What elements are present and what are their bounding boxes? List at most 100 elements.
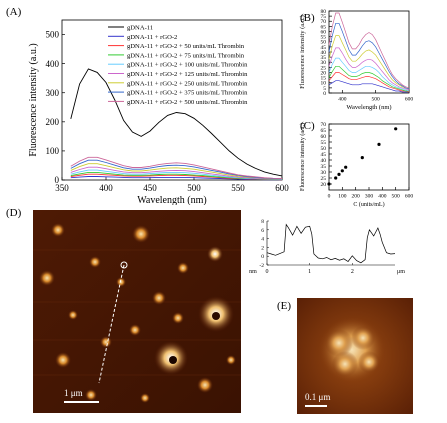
series-line-4 — [70, 169, 283, 180]
y-tick-label: 8 — [261, 219, 264, 225]
y-tick-label: 5 — [323, 86, 326, 92]
y-tick-label: 6 — [261, 228, 264, 234]
x-axis-label: Wavelength (nm) — [346, 104, 391, 111]
series-line-1 — [328, 72, 410, 93]
y-tick-label: 4 — [261, 237, 264, 243]
y-unit-label: nm — [249, 269, 257, 275]
series-line-0 — [70, 68, 283, 177]
y-tick-label: 75 — [321, 14, 327, 20]
x-tick-label: 450 — [143, 183, 157, 193]
series-line-0 — [328, 80, 409, 93]
y-tick-label: 80 — [321, 9, 327, 15]
series-line-1 — [70, 176, 282, 181]
x-tick-label: 500 — [187, 183, 201, 193]
x-tick-label: 400 — [99, 183, 113, 193]
y-tick-label: 65 — [321, 24, 327, 30]
data-point-5 — [360, 156, 364, 160]
y-tick-label: 65 — [321, 128, 327, 134]
scale-label-d: 1 μm — [64, 388, 83, 398]
x-tick-label: 550 — [231, 183, 245, 193]
profile-line-series — [266, 223, 396, 264]
y-tick-label: 25 — [321, 176, 327, 182]
panel-label-c: (C) — [300, 120, 315, 132]
y-tick-label: 15 — [321, 76, 327, 82]
legend-label-1: gDNA-11 + rGO-2 — [127, 34, 177, 41]
plot-frame — [328, 10, 410, 94]
x-tick-label: 600 — [405, 97, 414, 103]
y-tick-label: 40 — [321, 50, 327, 56]
x-tick-label: 500 — [372, 97, 381, 103]
legend-label-7: gDNA-11 + rGO-2 + 375 units/mL Thrombin — [127, 90, 248, 97]
panel-label-e: (E) — [277, 300, 292, 312]
y-tick-label: 45 — [321, 152, 327, 158]
series-line-6 — [70, 163, 283, 180]
series-line-2 — [328, 65, 409, 92]
y-tick-label: 60 — [321, 134, 327, 140]
x-tick-label: 350 — [55, 183, 69, 193]
x-tick-label: 300 — [365, 194, 374, 200]
legend-label-2: gDNA-11 + rGO-2 + 50 units/mL Thrombin — [127, 43, 245, 50]
y-tick-label: 0 — [323, 91, 326, 97]
x-unit-label: μm — [397, 269, 405, 275]
scale-label-e: 0.1 μm — [305, 392, 331, 402]
series-line-6 — [328, 22, 410, 90]
y-tick-label: 2 — [261, 245, 264, 251]
data-point-7 — [394, 127, 398, 131]
y-tick-label: 45 — [321, 45, 327, 51]
data-point-6 — [377, 142, 381, 146]
legend-label-8: gDNA-11 + rGO-2 + 500 units/mL Thrombin — [127, 99, 248, 106]
legend-label-6: gDNA-11 + rGO-2 + 250 units/mL Thrombin — [127, 80, 248, 87]
y-tick-label: 0 — [55, 175, 60, 185]
afm-image-e: 0.1 μm — [297, 298, 413, 414]
x-axis-label: C (units/mL) — [353, 201, 384, 208]
plot-frame — [61, 19, 283, 181]
data-point-4 — [344, 165, 348, 169]
legend-label-0: gDNA-11 — [127, 25, 153, 32]
x-tick-label: 400 — [338, 97, 347, 103]
x-tick-label: 0 — [328, 194, 331, 200]
y-tick-label: 40 — [321, 158, 327, 164]
series-line-8 — [70, 156, 283, 179]
x-tick-label: 1 — [308, 269, 311, 275]
y-axis-label: Fluorescence intensity (a.u.) — [299, 15, 306, 89]
plot-frame — [328, 123, 410, 191]
x-tick-label: 0 — [266, 269, 269, 275]
x-tick-label: 200 — [352, 194, 361, 200]
y-tick-label: 35 — [321, 55, 327, 61]
y-tick-label: 50 — [321, 146, 327, 152]
y-tick-label: 70 — [321, 122, 327, 128]
y-tick-label: 60 — [321, 29, 327, 35]
legend-label-4: gDNA-11 + rGO-2 + 100 units/mL Thrombin — [127, 62, 248, 69]
panel-label-b: (B) — [300, 12, 315, 24]
y-tick-label: 30 — [321, 60, 327, 66]
series-line-4 — [328, 47, 410, 91]
chart-c: 0 100 200 300 400 500 600 202530354045505560657… — [299, 122, 414, 208]
data-point-0 — [327, 182, 331, 186]
x-tick-label: 400 — [378, 194, 387, 200]
x-tick-label: 2 — [351, 269, 354, 275]
series-line-5 — [328, 35, 410, 90]
y-tick-label: 35 — [321, 164, 327, 170]
y-tick-label: 10 — [321, 81, 327, 87]
data-point-3 — [340, 169, 344, 173]
series-line-7 — [70, 159, 283, 180]
series-line-3 — [328, 57, 410, 92]
y-tick-label: 200 — [46, 117, 60, 127]
chart-a: 350 400 450 500 550 600 0 100 200 300 400 500 Wavele… — [28, 19, 289, 205]
y-tick-label: 0 — [261, 254, 264, 260]
x-tick-label: 500 — [392, 194, 401, 200]
panel-label-a: (A) — [6, 6, 22, 18]
y-tick-label: 30 — [321, 170, 327, 176]
series-line-7 — [328, 12, 410, 89]
y-axis-label: Fluorescence intensity (a.u.) — [28, 43, 39, 156]
x-tick-label: 600 — [405, 194, 414, 200]
y-axis-label: Fluorescence intensity (a.u.) — [299, 123, 306, 191]
chart-b: 400 500 600 0510152025303540455055606570758… — [299, 9, 414, 111]
panel-label-d: (D) — [6, 207, 22, 219]
legend-label-3: gDNA-11 + rGO-2 + 75 units/mL Thrombin — [127, 52, 245, 59]
y-tick-label: 20 — [321, 70, 327, 76]
y-tick-label: 400 — [46, 59, 60, 69]
data-point-1 — [334, 176, 338, 180]
legend-label-5: gDNA-11 + rGO-2 + 125 units/mL Thrombin — [127, 71, 248, 78]
y-tick-label: 55 — [321, 140, 327, 146]
